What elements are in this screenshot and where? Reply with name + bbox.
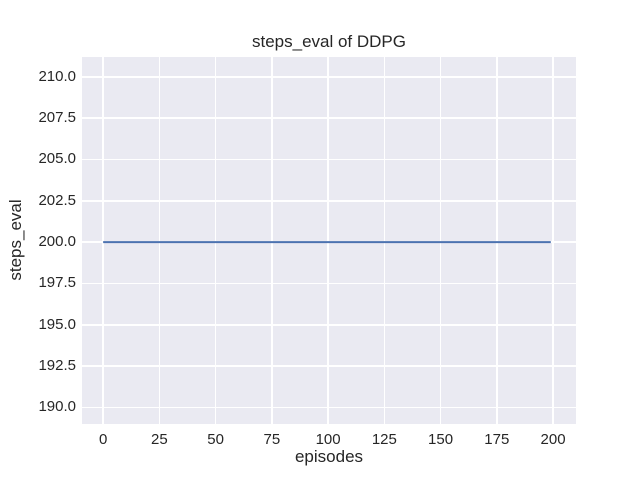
- x-tick-label: 0: [98, 431, 108, 448]
- x-tick-label: 150: [428, 431, 454, 448]
- series-layer: [103, 241, 551, 244]
- vertical-gridline: [158, 57, 161, 424]
- y-tick-label: 205.0: [38, 150, 76, 168]
- horizontal-gridline: [82, 406, 576, 409]
- y-tick-label: 200.0: [38, 233, 76, 251]
- y-tick-label: 190.0: [38, 398, 76, 416]
- x-tick-label: 50: [207, 431, 224, 448]
- vertical-gridline: [552, 57, 554, 424]
- horizontal-gridline: [82, 324, 576, 326]
- horizontal-gridline: [82, 200, 576, 202]
- horizontal-gridline: [82, 158, 576, 161]
- y-tick-label: 197.5: [38, 274, 76, 292]
- vertical-gridline: [327, 57, 329, 424]
- x-tick-label: 175: [484, 431, 510, 448]
- vertical-gridline: [383, 57, 386, 424]
- plot-area: [82, 57, 576, 424]
- y-tick-label: 192.5: [38, 357, 76, 375]
- x-tick-label: 25: [151, 431, 168, 448]
- vertical-gridline: [271, 57, 273, 424]
- y-tick-label: 210.0: [38, 67, 76, 85]
- x-tick-label: 100: [315, 431, 341, 448]
- y-tick-label: 207.5: [38, 109, 76, 127]
- y-tick-label: 202.5: [38, 191, 76, 209]
- x-tick-label: 125: [371, 431, 397, 448]
- vertical-gridline: [496, 57, 498, 424]
- x-tick-label: 75: [263, 431, 281, 448]
- horizontal-gridline: [82, 282, 576, 285]
- x-axis-label: episodes: [294, 447, 364, 466]
- horizontal-gridline: [82, 365, 576, 367]
- horizontal-gridline: [82, 117, 576, 119]
- vertical-gridline: [214, 57, 217, 424]
- vertical-gridline: [439, 57, 442, 424]
- x-tick-label: 200: [540, 431, 566, 448]
- y-tick-label: 195.0: [38, 315, 76, 333]
- horizontal-gridline: [82, 76, 576, 78]
- vertical-gridline: [102, 57, 104, 424]
- chart-title: steps_eval of DDPG: [251, 32, 406, 51]
